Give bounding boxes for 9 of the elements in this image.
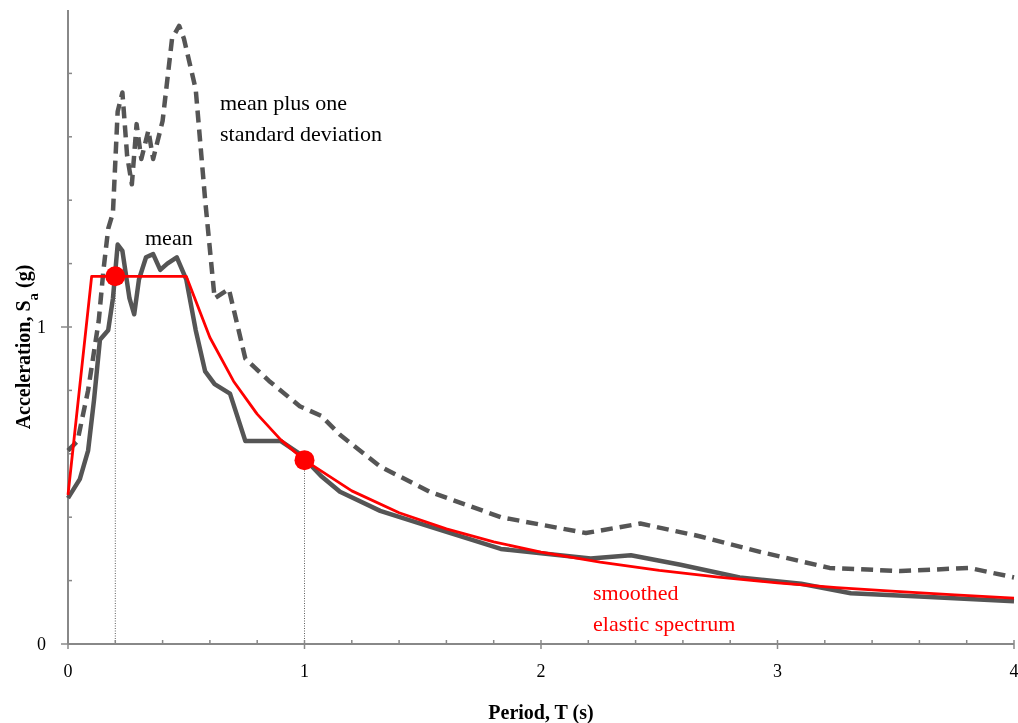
x-tick-label: 1 (300, 661, 309, 681)
x-tick-label: 4 (1009, 661, 1018, 681)
x-tick-label: 0 (63, 661, 73, 681)
x-tick-label: 2 (536, 661, 546, 681)
series-label: smoothed elastic spectrum (593, 580, 736, 636)
x-tick-label: 3 (773, 661, 782, 681)
series-label: mean plus one standard deviation (220, 90, 382, 146)
series-label: mean (145, 225, 193, 250)
x-axis-title: Period, T (s) (488, 701, 594, 723)
